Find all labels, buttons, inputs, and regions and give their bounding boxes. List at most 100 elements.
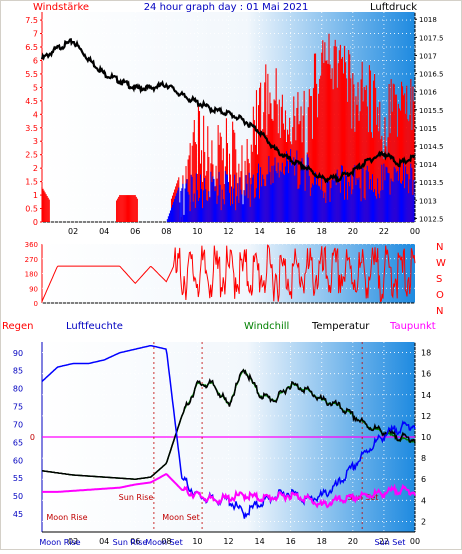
x-tick-label: 12 <box>223 537 233 546</box>
x-tick-label: 20 <box>348 537 358 546</box>
pressure-tick-label: 1015 <box>419 125 437 133</box>
direction-tick-label: 90 <box>29 285 38 293</box>
x-tick-label: 10 <box>192 227 202 236</box>
wind-tick-label: 7.5 <box>25 16 38 25</box>
x-tick-label: 08 <box>161 227 171 236</box>
moon-rise-axis-marker: Moon Rise <box>39 538 80 547</box>
humidity-tick-label: 60 <box>13 456 23 465</box>
x-tick-label: 04 <box>99 537 109 546</box>
wind-tick-label: 6 <box>33 56 38 65</box>
left-label: Windstärke <box>33 2 89 13</box>
wind-tick-label: 4 <box>33 110 38 119</box>
temperature-tick-label: 8 <box>421 454 426 463</box>
x-tick-label: 16 <box>286 537 296 546</box>
wind-tick-label: 4.5 <box>25 97 38 106</box>
wind-tick-label: 6.5 <box>25 43 38 52</box>
x-tick-label: 00 <box>410 537 420 546</box>
temperature-tick-label: 12 <box>421 412 431 421</box>
x-tick-label: 18 <box>317 537 327 546</box>
x-tick-label: 06 <box>130 227 140 236</box>
x-tick-label: 14 <box>254 537 264 546</box>
wind-tick-label: 0 <box>33 218 38 227</box>
humidity-tick-label: 70 <box>13 420 23 429</box>
humidity-temperature-panel: 45 50 55 60 65 70 75 80 85 90 2 4 6 8 10 12 14 16 18 02 04 06… <box>13 342 431 547</box>
x-tick-label: 06 <box>130 537 140 546</box>
x-tick-label: 14 <box>254 227 264 236</box>
direction-series-line <box>41 244 416 303</box>
moon-set-axis-marker: Moon Set <box>145 538 182 547</box>
moon-rise-annotation: Moon Rise <box>46 513 87 522</box>
temperature-label: Temperatur <box>311 321 370 332</box>
x-tick-label: 04 <box>99 227 109 236</box>
temperature-tick-label: 18 <box>421 349 431 358</box>
wind-tick-label: 1 <box>33 191 38 200</box>
x-tick-label: 02 <box>68 227 78 236</box>
direction-tick-label: 270 <box>25 256 38 264</box>
humidity-tick-label: 85 <box>13 367 23 376</box>
direction-compass-label: W <box>436 258 446 269</box>
pressure-tick-label: 1014 <box>419 161 437 169</box>
humidity-label: Luftfeuchte <box>66 321 123 332</box>
pressure-tick-label: 1016 <box>419 89 437 97</box>
humidity-tick-label: 80 <box>13 385 23 394</box>
x-tick-label: 00 <box>410 227 420 236</box>
x-tick-label: 02 <box>68 537 78 546</box>
temperature-tick-label: 14 <box>421 391 431 400</box>
pressure-series-line <box>40 38 416 184</box>
direction-compass-label: O <box>436 290 444 301</box>
wind-tick-label: 3 <box>33 137 38 146</box>
pressure-tick-label: 1013 <box>419 197 437 205</box>
wind-tick-label: 1.5 <box>25 178 38 187</box>
moon-set-annotation: Moon Set <box>162 513 199 522</box>
pressure-tick-label: 1018 <box>419 16 437 24</box>
pressure-tick-label: 1017.5 <box>419 34 444 42</box>
dewpoint-label: Taupunkt <box>389 321 436 332</box>
x-tick-label: 10 <box>192 537 202 546</box>
direction-tick-label: 180 <box>25 271 38 279</box>
direction-compass-label: N <box>436 242 443 253</box>
temperature-tick-label: 4 <box>421 496 426 505</box>
windchill-label: Windchill <box>244 321 289 332</box>
wind-tick-label: 0.5 <box>25 205 38 214</box>
humidity-tick-label: 55 <box>13 474 23 483</box>
dewpoint-series-line <box>42 472 416 509</box>
direction-compass-label: N <box>436 306 443 317</box>
wind-tick-label: 3.5 <box>25 124 38 133</box>
humidity-tick-label: 65 <box>13 438 23 447</box>
pressure-tick-label: 1013.5 <box>419 179 444 187</box>
direction-tick-label: 360 <box>25 241 38 249</box>
humidity-tick-label: 45 <box>13 510 23 519</box>
wind-pressure-panel: 0 0.5 1 1.5 2 2.5 3 3.5 4 4.5 5 5.5 6 6.5 7 7.5 1012.5 10… <box>25 12 444 236</box>
pressure-tick-label: 1012.5 <box>419 215 444 223</box>
temperature-tick-label: 2 <box>421 517 426 526</box>
sun-set-annotation: Sun Set <box>348 493 379 502</box>
pressure-tick-label: 1017 <box>419 52 437 60</box>
direction-compass-label: S <box>436 274 442 285</box>
temperature-tick-label: 10 <box>421 433 431 442</box>
temperature-tick-label: 6 <box>421 475 426 484</box>
humidity-tick-label: 90 <box>13 349 23 358</box>
x-tick-label: 16 <box>286 227 296 236</box>
temperature-tick-label: 16 <box>421 370 431 379</box>
x-tick-label: 22 <box>379 227 389 236</box>
chart-title: 24 hour graph day : 01 Mai 2021 <box>144 2 309 13</box>
sun-rise-axis-marker: Sun Rise <box>113 538 148 547</box>
wind-tick-label: 5.5 <box>25 70 38 79</box>
humidity-tick-label: 75 <box>13 403 23 412</box>
x-tick-label: 18 <box>317 227 327 236</box>
wind-tick-label: 2.5 <box>25 151 38 160</box>
temperature-series-line <box>41 368 416 480</box>
wind-tick-label: 7 <box>33 30 38 39</box>
pressure-tick-label: 1015.5 <box>419 107 444 115</box>
x-tick-label: 20 <box>348 227 358 236</box>
x-tick-label: 22 <box>379 537 389 546</box>
rain-axis-label: 0 <box>30 433 35 442</box>
humidity-tick-label: 50 <box>13 492 23 501</box>
direction-tick-label: 0 <box>34 300 38 308</box>
wind-tick-label: 5 <box>33 83 38 92</box>
pressure-tick-label: 1014.5 <box>419 143 444 151</box>
rain-label: Regen <box>2 321 34 332</box>
